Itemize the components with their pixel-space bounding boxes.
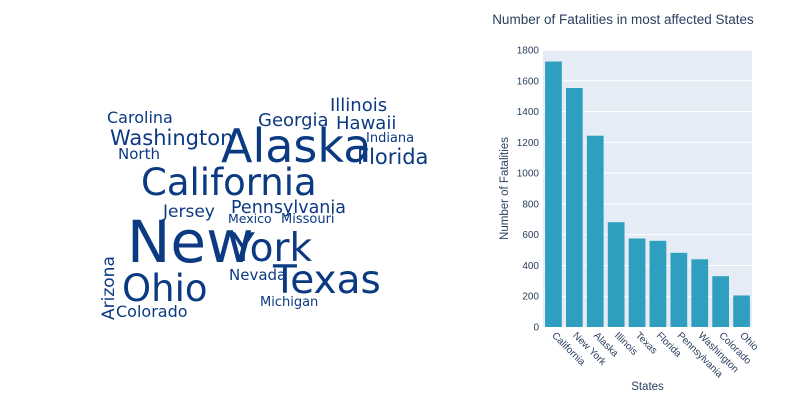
word-carolina: Carolina [107,108,173,127]
y-tick-label: 800 [522,199,539,210]
bar-colorado [712,276,730,327]
word-texas: Texas [272,258,381,303]
word-arizona: Arizona [99,256,119,320]
word-colorado: Colorado [116,302,188,321]
chart-title: Number of Fatalities in most affected St… [492,12,754,27]
y-tick-label: 600 [522,230,539,241]
y-axis-title: Number of Fatalities [499,137,511,240]
bar-new-york [565,88,583,327]
word-new: New [127,208,254,276]
bar-alaska [586,135,604,327]
word-hawaii: Hawaii [336,113,396,134]
bar-ohio [733,295,750,327]
bar-texas [628,238,646,327]
word-illinois: Illinois [330,95,387,116]
word-washington: Washington [110,126,233,150]
word-georgia: Georgia [258,110,329,131]
y-tick-label: 400 [522,261,539,272]
word-alaska: Alaska [221,119,371,173]
word-indiana: Indiana [366,131,414,146]
word-missouri: Missouri [281,212,335,227]
word-jersey: Jersey [162,202,215,222]
x-tick-label: Texas [633,330,659,356]
word-nevada: Nevada [229,266,286,284]
bar-california [545,61,562,328]
y-tick-label: 1600 [517,76,540,87]
y-tick-label: 1200 [517,138,540,149]
word-york: York [230,226,313,271]
word-pennsylvania: Pennsylvania [231,198,346,218]
bar-washington [691,259,709,327]
y-tick-label: 1400 [517,107,540,118]
word-michigan: Michigan [260,295,318,310]
word-florida: Florida [357,145,428,169]
y-tick-label: 0 [533,323,539,334]
bar-illinois [607,222,625,327]
y-tick-label: 1800 [517,46,540,57]
y-tick-label: 200 [522,292,539,303]
word-mexico: Mexico [228,211,272,226]
y-tick-label: 1000 [517,169,540,180]
word-ohio: Ohio [122,267,208,310]
bar-florida [649,240,667,327]
bar-pennsylvania [670,252,688,327]
word-california: California [141,161,317,204]
x-axis-title: States [631,381,664,393]
word-north: North [118,145,160,163]
bar-chart: 020040060080010001200140016001800Califor… [492,12,760,393]
